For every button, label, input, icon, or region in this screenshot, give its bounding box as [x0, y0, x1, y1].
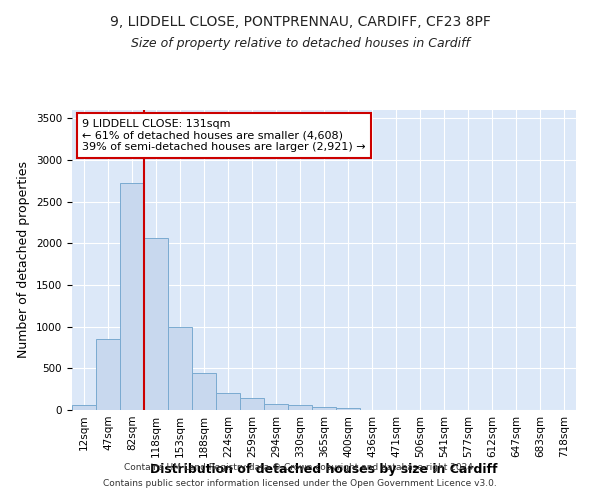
X-axis label: Distribution of detached houses by size in Cardiff: Distribution of detached houses by size … [150, 462, 498, 475]
Text: Contains HM Land Registry data © Crown copyright and database right 2024.: Contains HM Land Registry data © Crown c… [124, 464, 476, 472]
Bar [216, 392, 240, 410]
Bar [168, 326, 192, 410]
Bar [192, 372, 216, 410]
Text: 9 LIDDELL CLOSE: 131sqm
← 61% of detached houses are smaller (4,608)
39% of semi: 9 LIDDELL CLOSE: 131sqm ← 61% of detache… [82, 119, 366, 152]
Bar [240, 398, 264, 410]
Bar [144, 238, 168, 410]
Bar [264, 404, 288, 410]
Text: Size of property relative to detached houses in Cardiff: Size of property relative to detached ho… [131, 38, 469, 51]
Bar [336, 408, 360, 410]
Text: Contains public sector information licensed under the Open Government Licence v3: Contains public sector information licen… [103, 478, 497, 488]
Bar [120, 182, 144, 410]
Text: 9, LIDDELL CLOSE, PONTPRENNAU, CARDIFF, CF23 8PF: 9, LIDDELL CLOSE, PONTPRENNAU, CARDIFF, … [110, 15, 490, 29]
Bar [288, 406, 312, 410]
Bar [312, 406, 336, 410]
Y-axis label: Number of detached properties: Number of detached properties [17, 162, 31, 358]
Bar [96, 339, 120, 410]
Bar [72, 405, 96, 410]
